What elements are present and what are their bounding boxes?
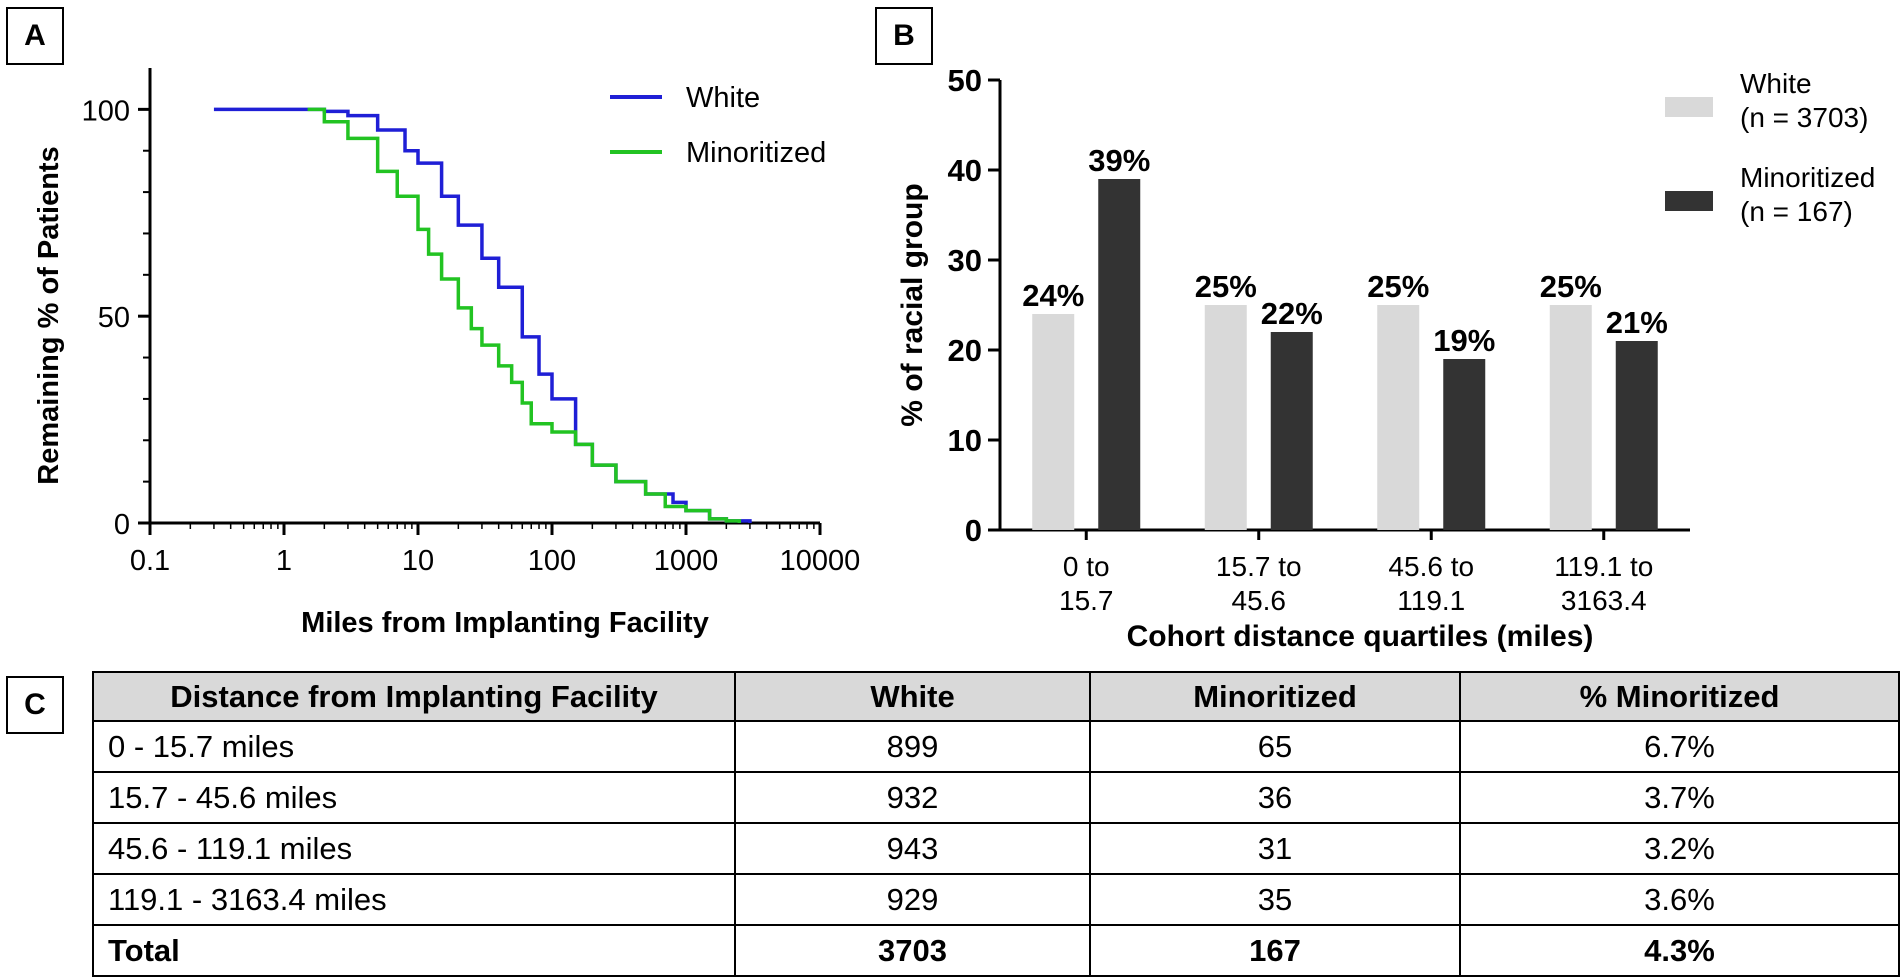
table-total-row: Total 3703 167 4.3% — [92, 924, 1900, 977]
data-label-minoritized: 21% — [1606, 305, 1668, 340]
legend-label-white: White — [686, 82, 760, 114]
table-header-cell: Minoritized — [1089, 671, 1461, 722]
panel-label-b: B — [875, 7, 933, 65]
x-tick-label: 119.1 to — [1554, 551, 1653, 582]
x-tick-label: 100 — [528, 545, 576, 577]
table-cell: 929 — [734, 873, 1091, 926]
table-row: 45.6 - 119.1 miles 943 31 3.2% — [92, 822, 1900, 875]
x-tick-label: 119.1 — [1397, 585, 1465, 616]
table-c-distance-by-race: Distance from Implanting Facility White Mi… — [92, 671, 1900, 977]
table-cell: 167 — [1089, 924, 1461, 977]
table-header-row: Distance from Implanting Facility White Mi… — [92, 671, 1900, 722]
bar-white — [1549, 305, 1592, 530]
x-tick-label: 15.7 — [1059, 585, 1114, 616]
table-cell: 932 — [734, 771, 1091, 824]
legend-label-minoritized: (n = 167) — [1740, 196, 1853, 227]
table-row: 119.1 - 3163.4 miles 929 35 3.6% — [92, 873, 1900, 926]
series-line-minoritized — [307, 107, 742, 523]
data-label-minoritized: 39% — [1088, 143, 1150, 178]
legend-label-white: (n = 3703) — [1740, 102, 1868, 133]
data-label-minoritized: 19% — [1433, 323, 1495, 358]
y-tick-label: 50 — [948, 63, 982, 98]
x-tick-label: 1 — [276, 545, 292, 577]
x-tick-label: 0 to — [1063, 551, 1110, 582]
y-tick-label: 10 — [948, 423, 982, 458]
x-tick-label: 45.6 to — [1388, 551, 1474, 582]
x-tick-label: 3163.4 — [1561, 585, 1647, 616]
x-tick-label: 45.6 — [1232, 585, 1287, 616]
table-cell: 4.3% — [1459, 924, 1900, 977]
y-tick-label: 0 — [114, 509, 130, 541]
chart-a-survival-curve: 0 50 100 0.1 1 10 100 1000 10000 Miles from Impla… — [33, 68, 860, 639]
series-line-white — [213, 107, 752, 523]
bar-minoritized — [1615, 341, 1658, 530]
table-cell: 3.7% — [1459, 771, 1900, 824]
table-cell: 6.7% — [1459, 720, 1900, 773]
y-tick-label: 20 — [948, 333, 982, 368]
bar-minoritized — [1443, 359, 1486, 530]
table-cell: 3.2% — [1459, 822, 1900, 875]
y-tick-label: 100 — [82, 95, 130, 127]
table-cell: 31 — [1089, 822, 1461, 875]
x-axis-title: Cohort distance quartiles (miles) — [1127, 620, 1594, 653]
table-cell: 119.1 - 3163.4 miles — [92, 873, 736, 926]
table-header-cell: White — [734, 671, 1091, 722]
panel-label-a: A — [6, 7, 64, 65]
table-cell: 65 — [1089, 720, 1461, 773]
legend-label-minoritized: Minoritized — [1740, 162, 1875, 193]
table-cell: 35 — [1089, 873, 1461, 926]
table-cell: 15.7 - 45.6 miles — [92, 771, 736, 824]
table-row: 0 - 15.7 miles 899 65 6.7% — [92, 720, 1900, 773]
table-cell: Total — [92, 924, 736, 977]
y-axis-title: Remaining % of Patients — [33, 146, 65, 484]
x-tick-label: 10 — [402, 545, 434, 577]
y-tick-label: 40 — [948, 153, 982, 188]
y-tick-label: 0 — [965, 513, 982, 548]
panel-label-c: C — [6, 676, 64, 734]
x-tick-label: 10000 — [780, 545, 860, 577]
x-tick-label: 15.7 to — [1216, 551, 1302, 582]
y-axis-title: % of racial group — [896, 183, 929, 426]
data-label-white: 25% — [1540, 269, 1602, 304]
table-cell: 45.6 - 119.1 miles — [92, 822, 736, 875]
table-header-cell: % Minoritized — [1459, 671, 1900, 722]
table-header-cell: Distance from Implanting Facility — [92, 671, 736, 722]
table-cell: 0 - 15.7 miles — [92, 720, 736, 773]
bar-white — [1377, 305, 1420, 530]
x-tick-label: 0.1 — [130, 545, 170, 577]
bar-white — [1204, 305, 1247, 530]
data-label-white: 25% — [1195, 269, 1257, 304]
table-row: 15.7 - 45.6 miles 932 36 3.7% — [92, 771, 1900, 824]
y-tick-label: 50 — [98, 302, 130, 334]
data-label-white: 25% — [1367, 269, 1429, 304]
y-tick-label: 30 — [948, 243, 982, 278]
table-cell: 3703 — [734, 924, 1091, 977]
table-cell: 36 — [1089, 771, 1461, 824]
table-cell: 3.6% — [1459, 873, 1900, 926]
legend-label-minoritized: Minoritized — [686, 137, 826, 169]
legend-label-white: White — [1740, 68, 1812, 99]
bar-minoritized — [1098, 179, 1141, 530]
data-label-white: 24% — [1022, 278, 1084, 313]
data-label-minoritized: 22% — [1261, 296, 1323, 331]
x-axis-title: Miles from Implanting Facility — [301, 607, 709, 639]
table-cell: 899 — [734, 720, 1091, 773]
legend-swatch-minoritized — [1665, 191, 1713, 211]
bar-white — [1032, 314, 1075, 530]
x-tick-label: 1000 — [654, 545, 719, 577]
table-cell: 943 — [734, 822, 1091, 875]
bar-minoritized — [1270, 332, 1313, 530]
legend-swatch-white — [1665, 97, 1713, 117]
